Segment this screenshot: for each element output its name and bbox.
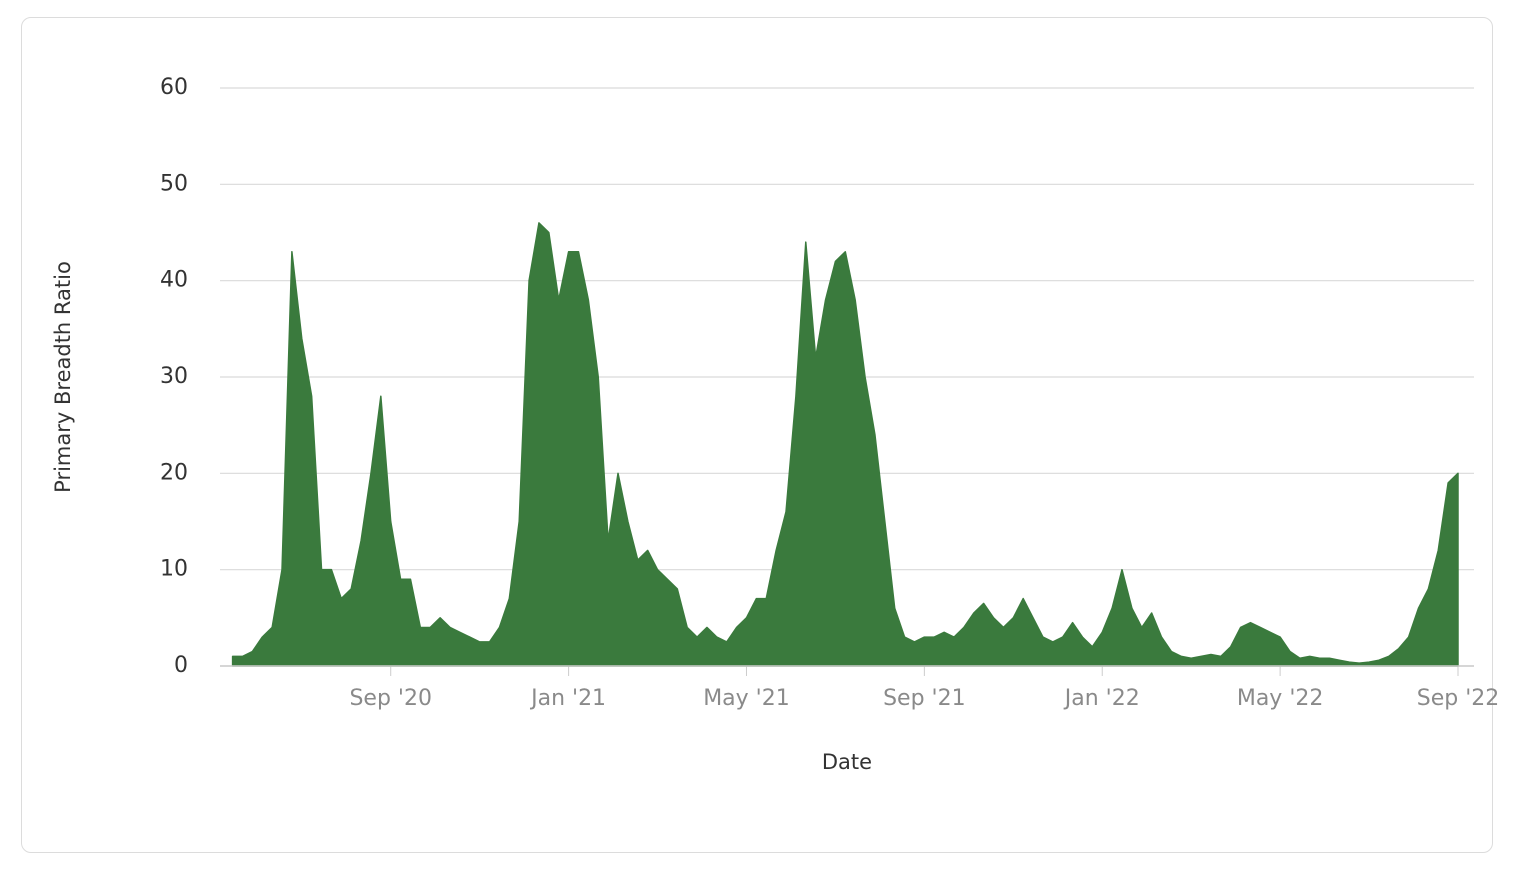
y-tick-label: 30: [160, 364, 188, 389]
y-tick-label: 10: [160, 557, 188, 582]
y-tick-label: 50: [160, 171, 188, 196]
y-tick-label: 20: [160, 460, 188, 485]
y-axis-title: Primary Breadth Ratio: [51, 261, 75, 493]
x-axis-title: Date: [822, 750, 872, 774]
x-tick-label: Jan '22: [1063, 686, 1140, 711]
x-tick-label: Sep '22: [1417, 686, 1500, 711]
x-tick-label: May '21: [703, 686, 790, 711]
y-tick-label: 60: [160, 75, 188, 100]
x-tick-label: May '22: [1237, 686, 1324, 711]
y-tick-label: 0: [174, 653, 188, 678]
x-tick-label: Jan '21: [529, 686, 606, 711]
x-tick-label: Sep '20: [349, 686, 432, 711]
x-tick-label: Sep '21: [883, 686, 966, 711]
chart-card: [21, 17, 1493, 853]
area: [231, 222, 1459, 667]
y-tick-label: 40: [160, 268, 188, 293]
